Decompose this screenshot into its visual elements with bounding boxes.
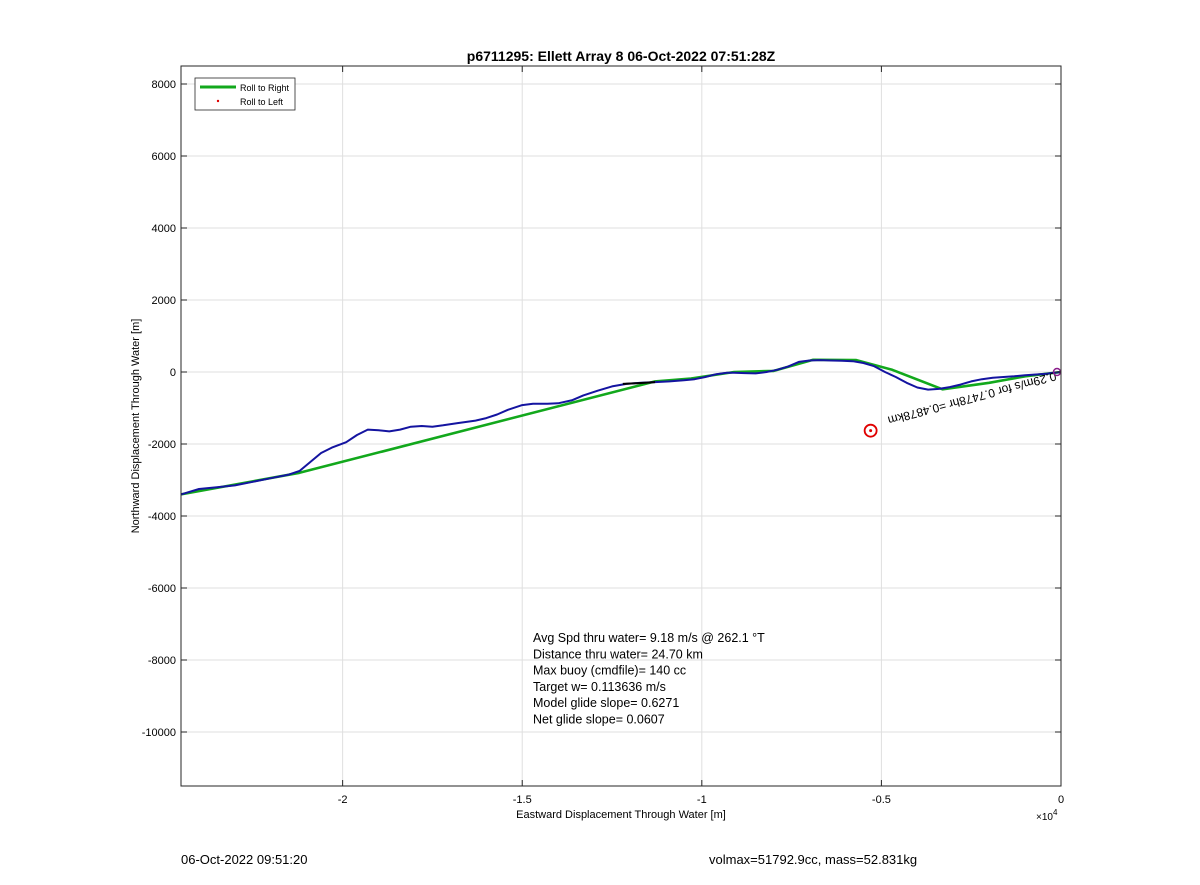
stats-line: Model glide slope= 0.6271 xyxy=(533,696,679,710)
chart-title: p6711295: Ellett Array 8 06-Oct-2022 07:… xyxy=(467,48,776,64)
x-exponent-label: ×104 xyxy=(1036,808,1058,823)
plot-frame xyxy=(180,65,1062,787)
y-tick-label: 6000 xyxy=(152,151,176,163)
series-layer xyxy=(180,358,1062,496)
x-exponent-power: 4 xyxy=(1053,808,1058,817)
y-tick-label: -10000 xyxy=(142,727,176,739)
y-axis-label: Northward Displacement Through Water [m] xyxy=(130,319,142,534)
stats-line: Max buoy (cmdfile)= 140 cc xyxy=(533,664,686,678)
y-tick-label: 4000 xyxy=(152,223,176,235)
stats-line: Target w= 0.113636 m/s xyxy=(533,680,666,694)
legend-box xyxy=(194,77,296,111)
x-axis-label: Eastward Displacement Through Water [m] xyxy=(516,809,726,821)
y-tick-label: -8000 xyxy=(148,655,176,667)
x-tick-label: -1.5 xyxy=(513,794,532,806)
y-tick-label: -6000 xyxy=(148,583,176,595)
x-tick-label: 0 xyxy=(1058,794,1064,806)
axis-ticks: -2 -1.5 -1 -0.5 0 -10000 -8000 -6000 -4000 -2000 0… xyxy=(142,66,1064,806)
y-tick-label: 2000 xyxy=(152,295,176,307)
plot-background xyxy=(181,66,1061,786)
series-track-segment xyxy=(622,381,656,385)
stats-line: Net glide slope= 0.0607 xyxy=(533,713,665,727)
current-marker-dot xyxy=(869,429,873,433)
x-tick-label: -1 xyxy=(697,794,707,806)
legend: Roll to Right Roll to Left xyxy=(194,77,296,111)
legend-swatch-roll-left xyxy=(216,99,220,103)
x-tick-label: -0.5 xyxy=(872,794,891,806)
legend-label-roll-left: Roll to Left xyxy=(240,97,284,107)
series-track xyxy=(180,359,1062,496)
x-exponent-base: ×10 xyxy=(1036,812,1053,823)
y-tick-label: 8000 xyxy=(152,79,176,91)
footer-volmax-mass: volmax=51792.9cc, mass=52.831kg xyxy=(709,852,918,867)
current-marker-ring xyxy=(863,423,878,438)
stats-line: Distance thru water= 24.70 km xyxy=(533,647,703,661)
legend-label-roll-right: Roll to Right xyxy=(240,83,290,93)
y-tick-label: -2000 xyxy=(148,439,176,451)
stats-line: Avg Spd thru water= 9.18 m/s @ 262.1 °T xyxy=(533,631,765,645)
x-tick-label: -2 xyxy=(338,794,348,806)
y-tick-label: -4000 xyxy=(148,511,176,523)
footer-timestamp: 06-Oct-2022 09:51:20 xyxy=(181,852,308,867)
y-tick-label: 0 xyxy=(170,367,176,379)
